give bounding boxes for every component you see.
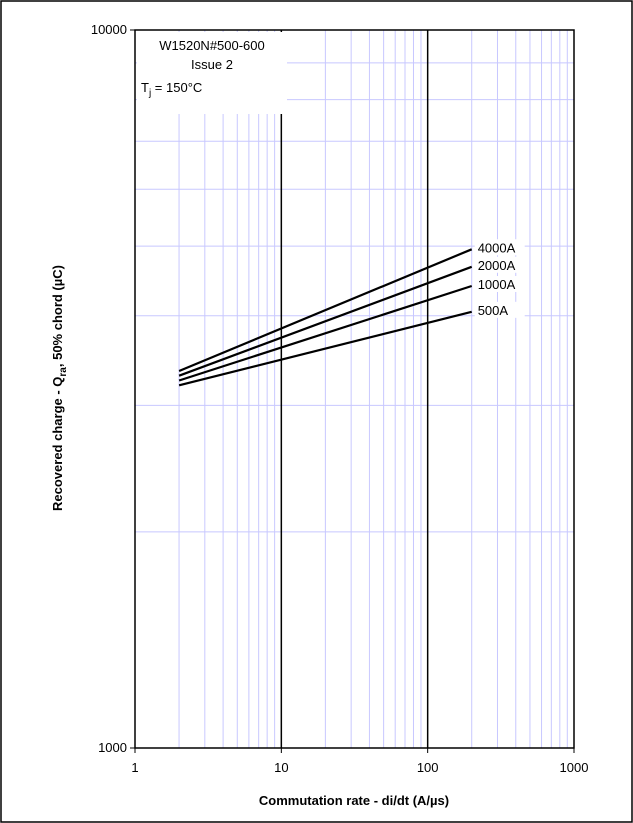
annotation-line-2: Issue 2 (191, 57, 233, 72)
annotation-tj-sub: j (148, 88, 151, 99)
x-tick-label: 1000 (560, 760, 589, 775)
annotation-tj-main: T (141, 80, 149, 95)
y-axis-title-sub: ra (58, 367, 69, 377)
y-tick-label: 10000 (91, 22, 127, 37)
tick-labels: 1 10 100 1000 1000 10000 (91, 22, 589, 775)
y-axis-title-main: Recovered charge - Q (50, 377, 65, 511)
x-tick-label: 1 (131, 760, 138, 775)
annotation-tj-value: = 150°C (151, 80, 202, 95)
x-tick-label: 10 (274, 760, 288, 775)
series-label-500A: 500A (478, 303, 509, 318)
series-label-bg (474, 239, 525, 256)
series-label-2000A: 2000A (478, 258, 516, 273)
series-label-1000A: 1000A (478, 277, 516, 292)
y-axis-title: Recovered charge - Qra, 50% chord (µC) (50, 265, 69, 511)
series-label-4000A: 4000A (478, 240, 516, 255)
x-tick-label: 100 (417, 760, 439, 775)
annotation-line-1: W1520N#500-600 (159, 38, 265, 53)
annotation-box (137, 32, 287, 114)
plot-area (134, 29, 575, 749)
series-line-4000A (178, 248, 473, 373)
series-line-1000A (178, 284, 473, 382)
grid (135, 30, 574, 748)
y-axis-title-suffix: , 50% chord (µC) (50, 265, 65, 367)
x-axis-title: Commutation rate - di/dt (A/µs) (259, 793, 449, 808)
series-label-bg (474, 256, 525, 273)
annotation-line-3: Tj = 150°C (141, 80, 202, 99)
series-label-bg (474, 276, 525, 293)
series-group: 4000A 2000A 1000A 500A (178, 239, 525, 387)
series-line-2000A (178, 265, 473, 377)
y-tick-label: 1000 (98, 740, 127, 755)
series-line-500A (178, 310, 472, 387)
series-label-bg (474, 301, 525, 318)
